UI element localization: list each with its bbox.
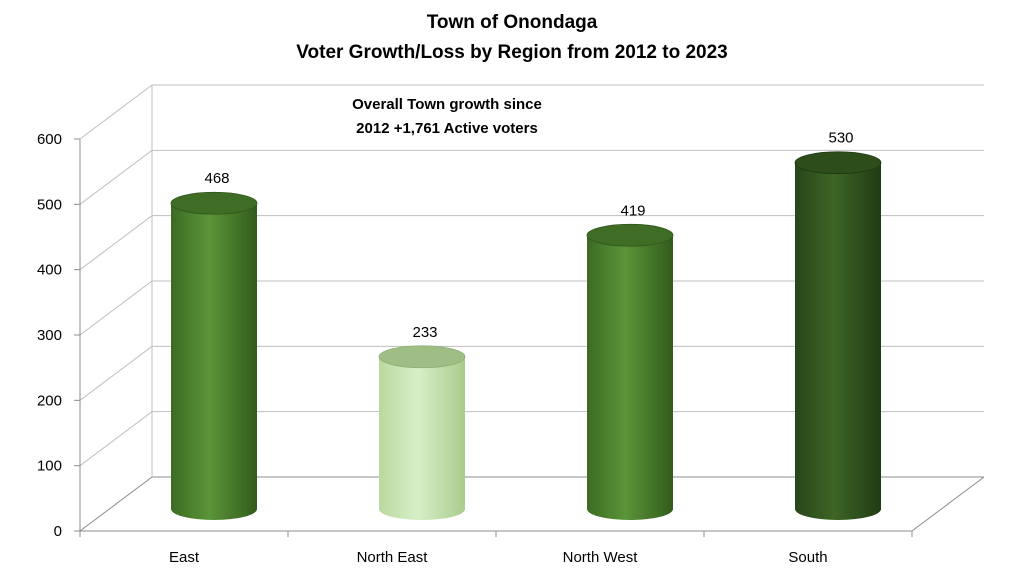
- bars: [170, 151, 882, 521]
- x-category-label: North West: [563, 549, 639, 566]
- y-tick-label: 0: [54, 523, 62, 540]
- bar-body: [171, 203, 257, 521]
- y-axis-ticks: 0 100 200 300 400 500 600: [37, 131, 62, 540]
- gridline-wall: [79, 149, 153, 205]
- y-tick-label: 600: [37, 131, 62, 148]
- bar-body: [379, 356, 465, 520]
- y-tick-label: 200: [37, 392, 62, 409]
- chart-title: Town of Onondaga Voter Growth/Loss by Re…: [296, 12, 727, 63]
- axes: [74, 85, 985, 537]
- data-label: 419: [620, 202, 645, 219]
- bar: [794, 151, 882, 520]
- floor-left-edge: [79, 476, 153, 532]
- data-label: 530: [828, 130, 853, 147]
- bar-body: [587, 235, 673, 520]
- bar: [586, 223, 674, 520]
- x-category-label: South: [788, 549, 827, 566]
- data-label: 468: [204, 170, 229, 187]
- x-category-label: East: [169, 549, 200, 566]
- data-labels: 468 233 419 530: [204, 130, 853, 341]
- y-tick-label: 400: [37, 262, 62, 279]
- y-tick-label: 100: [37, 458, 62, 475]
- y-tick-label: 500: [37, 196, 62, 213]
- annotation-line-1: Overall Town growth since: [352, 96, 542, 113]
- gridline-wall: [79, 280, 153, 336]
- annotation-line-2: 2012 +1,761 Active voters: [356, 120, 538, 137]
- gridline-wall: [79, 84, 153, 140]
- floor-right-edge: [911, 476, 985, 532]
- y-tick-label: 300: [37, 327, 62, 344]
- chart-title-line-2: Voter Growth/Loss by Region from 2012 to…: [296, 42, 727, 63]
- gridline-wall: [79, 411, 153, 467]
- bar-top: [794, 151, 882, 175]
- x-axis-categories: East North East North West South: [169, 549, 828, 566]
- bar-top: [586, 223, 674, 247]
- x-category-label: North East: [357, 549, 429, 566]
- data-label: 233: [412, 324, 437, 341]
- annotation: Overall Town growth since 2012 +1,761 Ac…: [352, 96, 542, 137]
- bar-top: [170, 191, 258, 215]
- bar: [378, 345, 466, 520]
- gridline-wall: [79, 215, 153, 271]
- bar-body: [795, 162, 881, 520]
- chart-title-line-1: Town of Onondaga: [427, 12, 598, 33]
- bar: [170, 191, 258, 521]
- bar-top: [378, 345, 466, 369]
- gridline-wall: [79, 345, 153, 401]
